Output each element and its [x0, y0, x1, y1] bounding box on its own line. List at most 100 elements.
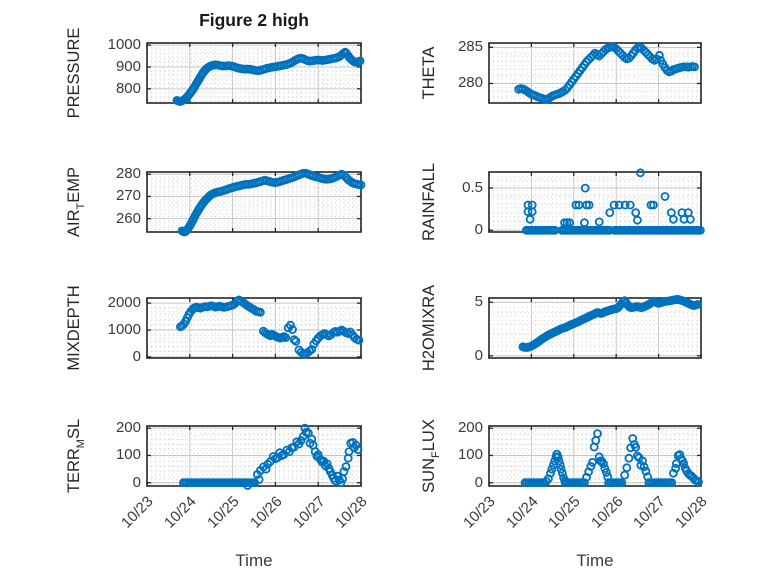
y-tick-label: 285 [457, 38, 483, 56]
data-point-marker [639, 462, 649, 472]
data-point-marker [641, 466, 651, 476]
y-tick-label: 2000 [107, 294, 141, 312]
data-point-marker [660, 192, 670, 201]
y-tick-label: 270 [115, 187, 141, 205]
data-point-marker [292, 437, 302, 447]
data-point-marker [553, 452, 563, 462]
data-point-marker [527, 207, 537, 217]
data-point-marker [632, 451, 642, 461]
y-tick-label: 200 [457, 419, 483, 437]
data-point-marker [580, 478, 589, 488]
data-series [172, 47, 365, 106]
data-point-marker [693, 299, 703, 309]
plot-area-terr_msl [146, 423, 363, 490]
data-point-marker [654, 50, 664, 60]
data-point-marker [288, 325, 297, 334]
data-point-marker [285, 320, 295, 330]
x-tick-label: 10/23 [460, 493, 500, 532]
plot-area-mixdepth [146, 295, 364, 359]
data-point-marker [586, 462, 596, 471]
data-point-marker [580, 183, 590, 193]
axes-box [488, 425, 702, 487]
axes-box [488, 42, 702, 104]
data-point-marker [571, 200, 581, 210]
data-point-marker [593, 429, 602, 439]
y-tick-label: 260 [115, 209, 141, 227]
x-tick-label: 10/25 [545, 493, 584, 532]
data-series [177, 168, 366, 237]
data-point-marker [631, 208, 641, 217]
data-point-marker [679, 459, 689, 468]
data-series [514, 42, 700, 104]
axes-box [488, 297, 702, 359]
y-tick-label: 900 [115, 58, 141, 75]
x-tick-label: 10/26 [587, 493, 627, 532]
data-point-marker [291, 336, 301, 346]
y-axis-label-text: SL [65, 418, 83, 440]
panel-mixdepth [138, 289, 370, 367]
panel-rainfall [480, 163, 710, 241]
y-tick-label: 0 [132, 473, 141, 491]
panel-h2omixra [480, 289, 710, 367]
plot-area-rainfall [488, 168, 705, 235]
panel-pressure [138, 34, 370, 112]
data-point-marker [622, 463, 632, 473]
data-point-marker [631, 442, 641, 452]
y-axis-label-text: SUN [420, 458, 438, 493]
data-point-marker [354, 335, 364, 345]
data-point-marker [605, 208, 615, 217]
data-point-marker [355, 56, 365, 66]
axes-box [146, 297, 362, 359]
y-tick-label: 100 [115, 446, 141, 464]
data-point-marker [617, 478, 627, 488]
data-point-marker [649, 200, 658, 210]
axes-box [146, 42, 362, 104]
panel-theta [480, 34, 710, 112]
y-tick-label: 200 [115, 419, 141, 437]
plot-area-air_temp [146, 168, 366, 237]
y-tick-label: 5 [474, 293, 483, 311]
data-series [176, 295, 364, 359]
data-point-marker [351, 440, 361, 450]
y-tick-label: 1000 [107, 36, 141, 54]
data-point-marker [558, 468, 567, 478]
y-tick-label: 1000 [107, 321, 141, 339]
y-tick-label: 280 [457, 74, 483, 92]
data-point-marker [580, 218, 589, 228]
data-point-marker [694, 477, 703, 487]
data-point-marker [602, 468, 611, 477]
data-point-marker [584, 200, 594, 210]
data-point-marker [667, 478, 677, 488]
y-axis-label-text: F [430, 451, 442, 458]
data-point-marker [620, 470, 630, 480]
data-point-marker [356, 180, 366, 190]
panel-air_temp [138, 163, 370, 241]
x-tick-label: 10/28 [672, 493, 712, 532]
plot-area-h2omixra [488, 294, 703, 359]
axes-box [146, 171, 362, 233]
y-axis-label-sun_flux: SUNFLUX [418, 346, 442, 566]
data-point-marker [313, 450, 323, 459]
x-tick-label: 10/24 [502, 493, 542, 532]
data-point-marker [685, 214, 695, 224]
data-series [518, 294, 703, 352]
data-point-marker [695, 225, 705, 235]
data-point-marker [560, 85, 570, 95]
y-axis-label-text: EMP [65, 167, 83, 203]
data-series [179, 423, 363, 490]
data-point-marker [555, 460, 565, 470]
data-point-marker [339, 467, 349, 476]
x-tick-label: 10/28 [332, 493, 372, 532]
data-point-marker [614, 200, 624, 210]
panel-terr_msl [138, 417, 370, 495]
data-point-marker [635, 168, 645, 178]
data-point-marker [632, 215, 642, 225]
y-tick-label: 0 [474, 221, 483, 239]
data-point-marker [690, 62, 700, 72]
data-point-marker [250, 478, 259, 488]
data-point-marker [554, 456, 564, 466]
data-point-marker [556, 464, 566, 474]
data-point-marker [525, 214, 535, 224]
data-point-marker [668, 214, 678, 224]
data-point-marker [546, 468, 555, 478]
